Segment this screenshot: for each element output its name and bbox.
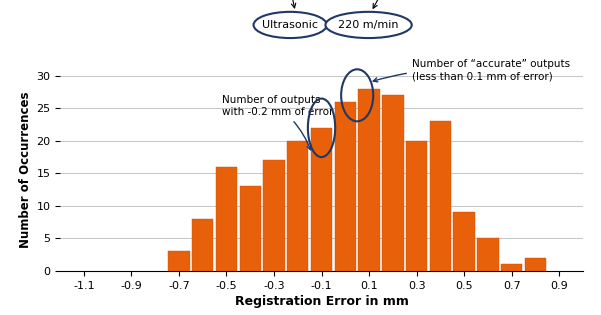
Bar <box>358 89 380 271</box>
Bar <box>430 121 451 271</box>
Bar <box>216 167 237 271</box>
Text: Number of outputs
with -0.2 mm of error: Number of outputs with -0.2 mm of error <box>222 95 333 150</box>
Bar <box>453 212 475 271</box>
Bar <box>168 251 190 271</box>
Text: 220 m/min: 220 m/min <box>338 20 399 30</box>
Bar <box>335 102 356 271</box>
Bar <box>501 264 522 271</box>
Bar <box>192 219 213 271</box>
Bar <box>477 238 499 271</box>
Bar <box>406 141 427 271</box>
Text: Number of “accurate” outputs
(less than 0.1 mm of error): Number of “accurate” outputs (less than … <box>373 60 570 82</box>
Text: Speed: Speed <box>367 0 402 8</box>
Bar <box>263 160 285 271</box>
Ellipse shape <box>254 12 327 38</box>
X-axis label: Registration Error in mm: Registration Error in mm <box>234 295 409 308</box>
Ellipse shape <box>326 12 412 38</box>
Text: Ultrasonic: Ultrasonic <box>262 20 318 30</box>
Bar <box>240 186 261 271</box>
Bar <box>525 258 546 271</box>
Bar <box>382 95 403 271</box>
Text: Technology: Technology <box>259 0 322 8</box>
Bar <box>311 128 332 271</box>
Y-axis label: Number of Occurrences: Number of Occurrences <box>19 92 32 248</box>
Bar <box>287 141 308 271</box>
